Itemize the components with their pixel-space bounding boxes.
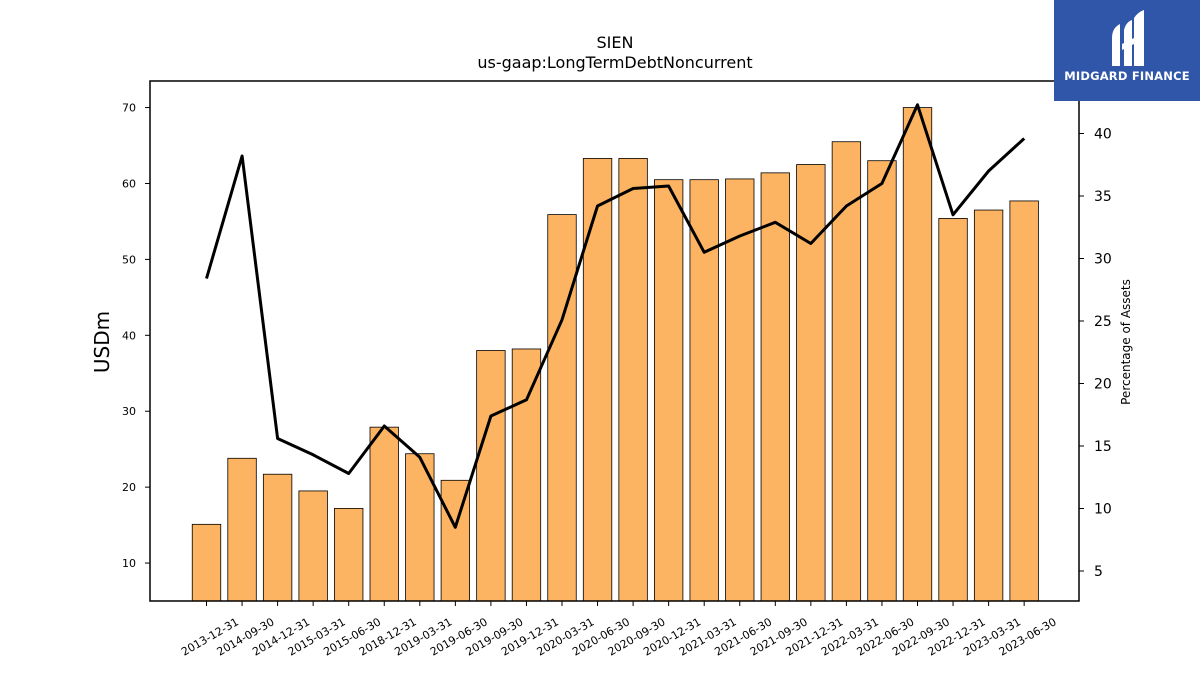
y-tick-label: 70: [122, 102, 136, 115]
bar: [369, 426, 399, 602]
y2-tick-label: 5: [1094, 564, 1103, 580]
bar: [547, 214, 577, 602]
bar: [938, 218, 968, 602]
plot-frame: [149, 80, 1080, 602]
brand-name: MIDGARD FINANCE: [1064, 69, 1190, 83]
bar: [191, 523, 222, 602]
bar: [511, 348, 542, 602]
y2-tick-label: 40: [1094, 127, 1112, 143]
right-axis: 5 10 15 20 25 30 35 40: [1079, 127, 1112, 580]
y2-tick-label: 30: [1094, 252, 1112, 268]
y2-tick-label: 35: [1094, 189, 1112, 205]
y2-tick-label: 15: [1094, 439, 1112, 455]
bar: [654, 179, 684, 602]
bar: [831, 141, 862, 602]
y-tick-label: 60: [122, 177, 136, 190]
x-axis: 2013-12-312014-09-302014-12-312015-03-31…: [179, 601, 1059, 659]
bar: [227, 457, 257, 602]
bar: [796, 164, 826, 602]
bar: [902, 107, 933, 602]
bar: [725, 178, 755, 602]
brand-logo: MIDGARD FINANCE: [1054, 0, 1200, 101]
line-series: [205, 103, 1026, 529]
y-tick-label: 40: [122, 329, 136, 342]
bar: [760, 172, 790, 602]
bar: [867, 160, 897, 602]
bar: [262, 473, 293, 602]
y2-tick-label: 25: [1094, 314, 1112, 330]
bar: [582, 158, 613, 602]
line-path: [205, 103, 1026, 529]
y-tick-label: 10: [122, 557, 136, 570]
bar: [1009, 200, 1039, 602]
y2-tick-label: 10: [1094, 502, 1112, 518]
bar: [973, 209, 1004, 602]
bar: [298, 490, 328, 602]
y2-tick-label: 20: [1094, 377, 1112, 393]
y2-axis-label: Percentage of Assets: [1119, 279, 1133, 405]
left-axis: 10 20 30 40 50 60 70: [122, 102, 150, 570]
bar: [689, 179, 719, 602]
bar: [618, 158, 648, 602]
mf-monogram-icon: [1112, 10, 1144, 66]
chart-subtitle: us-gaap:LongTermDebtNoncurrent: [477, 53, 752, 72]
y-tick-label: 50: [122, 253, 136, 266]
y-axis-label: USDm: [90, 311, 114, 373]
bar: [334, 507, 364, 602]
chart-title: SIEN: [597, 33, 634, 52]
bar: [476, 350, 506, 602]
bar-series: [191, 107, 1039, 602]
y-tick-label: 20: [122, 481, 136, 494]
y-tick-label: 30: [122, 405, 136, 418]
